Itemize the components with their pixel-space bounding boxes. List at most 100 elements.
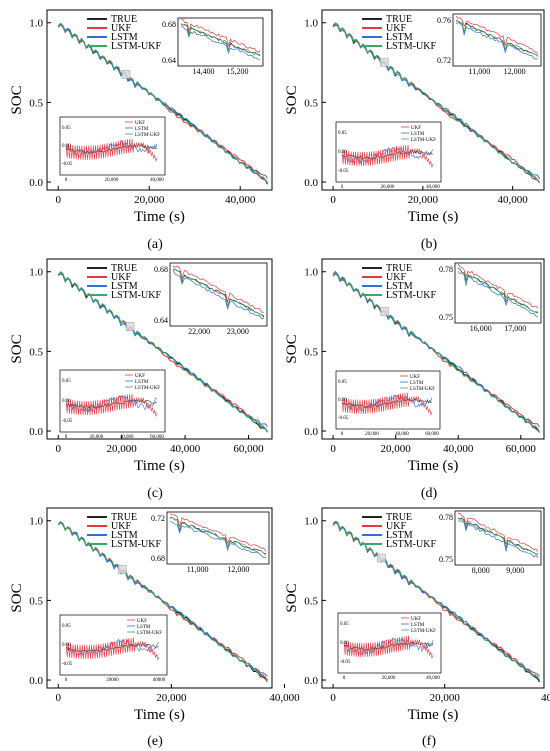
legend-label: LSTM [386, 530, 413, 541]
zoom-marker [379, 57, 389, 67]
legend-label: LSTM [111, 281, 138, 292]
error-y-tick-label: -0.05 [62, 162, 73, 167]
error-y-tick-label: 0.00 [338, 398, 347, 403]
zoom-y-tick-label: 0.76 [437, 16, 451, 25]
series-line-lstm-ukf [332, 521, 540, 681]
zoom-y-tick-label: 0.72 [437, 56, 451, 65]
error-legend-label: LSTM [137, 625, 151, 630]
legend-label: LSTM-UKF [111, 41, 161, 52]
zoom-line-ukf [457, 513, 539, 552]
legend-label: LSTM-UKF [386, 290, 436, 301]
error-x-tick-label: 40,000 [395, 432, 409, 437]
legend-label: TRUE [111, 263, 137, 274]
error-x-tick-label: 20000 [106, 678, 119, 683]
zoom-line-ukf [457, 263, 539, 309]
y-tick-label: 0.5 [29, 97, 43, 109]
error-x-tick-label: 40,000 [120, 435, 134, 440]
legend-label: UKF [111, 272, 131, 283]
error-frame [59, 116, 166, 176]
zoom-line-lstm [457, 271, 539, 318]
error-legend-label: LSTM-UKF [411, 138, 436, 143]
legend-label: LSTM [111, 32, 138, 43]
x-tick-label: 40,000 [225, 194, 256, 206]
zoom-x-tick-label: 16,000 [470, 324, 492, 333]
zoom-inset: 11,000 12,000 0.76 0.72 [437, 13, 542, 76]
subplot-label: (d) [421, 486, 438, 501]
zoom-frame [166, 511, 270, 565]
zoom-x-tick-label: 23,000 [227, 327, 249, 336]
zoom-x-tick-label: 22,000 [188, 327, 210, 336]
y-tick-label: 1.0 [29, 18, 43, 30]
zoom-line-lstm-ukf [457, 268, 539, 313]
error-x-tick-label: 0 [65, 435, 68, 440]
zoom-line-ukf [180, 18, 261, 53]
x-axis-label: Time (s) [408, 209, 459, 225]
y-axis-label: SOC [9, 85, 25, 114]
zoom-marker [125, 322, 135, 331]
error-x-tick-label: 60,000 [425, 432, 439, 437]
plot-frame [46, 258, 273, 440]
error-legend-label: LSTM [135, 380, 149, 385]
zoom-inset: 22,000 23,000 0.68 0.64 [154, 262, 268, 336]
y-axis-label: SOC [284, 583, 300, 612]
series-line-lstm-ukf [332, 273, 541, 433]
subplot-label: (b) [421, 237, 438, 252]
x-tick-label: 60,000 [506, 443, 537, 455]
y-tick-label: 0.5 [304, 97, 318, 109]
zoom-y-tick-label: 0.75 [439, 555, 453, 564]
y-tick-label: 0.0 [29, 426, 43, 438]
legend-label: TRUE [111, 14, 137, 25]
subplot-label: (a) [147, 237, 163, 252]
error-y-tick-label: -0.05 [62, 419, 73, 424]
error-legend-label: LSTM-UKF [135, 386, 160, 391]
legend-label: TRUE [386, 263, 412, 274]
zoom-y-tick-label: 0.68 [151, 554, 165, 563]
zoom-line-lstm-ukf [455, 20, 539, 58]
error-legend-label: UKF [137, 619, 147, 624]
zoom-frame [454, 262, 542, 324]
error-line-ukf [65, 637, 160, 661]
legend-label: UKF [111, 23, 131, 34]
y-tick-label: 1.0 [304, 18, 318, 30]
error-frame [335, 121, 442, 183]
error-x-tick-label: 0 [65, 178, 68, 183]
error-y-tick-label: 0.05 [62, 379, 71, 384]
x-axis-label: Time (s) [134, 707, 185, 723]
soc-panel-f: 0.0 0.5 1.0 0 20,000 40,000 Time (s) SOC (f) TRUE… [284, 507, 550, 749]
x-tick-label: 20,000 [430, 692, 461, 704]
zoom-line-lstm-ukf [180, 23, 261, 56]
zoom-y-tick-label: 0.72 [151, 514, 165, 523]
zoom-x-tick-label: 8,000 [472, 566, 490, 575]
x-tick-label: 20,000 [134, 194, 165, 206]
soc-panel-b: 0.0 0.5 1.0 0 20,000 40,000 Time (s) SOC (b) TRUE… [284, 9, 545, 252]
soc-panel-c: 0.0 0.5 1.0 0 20,000 40,000 60,000 Time (s) SOC (… [9, 258, 273, 501]
x-tick-label: 40,000 [541, 692, 550, 704]
legend-label: UKF [386, 23, 406, 34]
x-tick-label: 20,000 [107, 443, 138, 455]
zoom-inset: 14,400 15,200 0.68 0.64 [162, 17, 264, 76]
error-x-tick-label: 40,000 [426, 185, 440, 190]
error-line-ukf [65, 138, 158, 162]
x-tick-label: 40,000 [170, 443, 201, 455]
error-line-lstm-ukf [65, 399, 158, 409]
x-axis-label: Time (s) [134, 458, 185, 474]
zoom-line-lstm-ukf [169, 517, 267, 556]
zoom-x-tick-label: 12,000 [227, 565, 249, 574]
error-x-tick-label: 0 [65, 678, 68, 683]
zoom-line-lstm [455, 21, 539, 60]
x-tick-label: 20,000 [381, 443, 412, 455]
error-x-tick-label: 60,000 [150, 435, 164, 440]
zoom-x-tick-label: 14,400 [193, 67, 215, 76]
zoom-x-tick-label: 15,200 [227, 67, 249, 76]
zoom-inset: 8,000 9,000 0.78 0.75 [439, 510, 542, 575]
error-y-tick-label: 0.00 [62, 144, 71, 149]
y-tick-label: 0.5 [304, 595, 318, 607]
error-legend-label: LSTM [410, 381, 424, 386]
zoom-y-tick-label: 0.68 [162, 20, 176, 29]
legend-label: LSTM-UKF [386, 539, 436, 550]
error-y-tick-label: 0.05 [340, 622, 349, 627]
x-axis-label: Time (s) [134, 209, 185, 225]
